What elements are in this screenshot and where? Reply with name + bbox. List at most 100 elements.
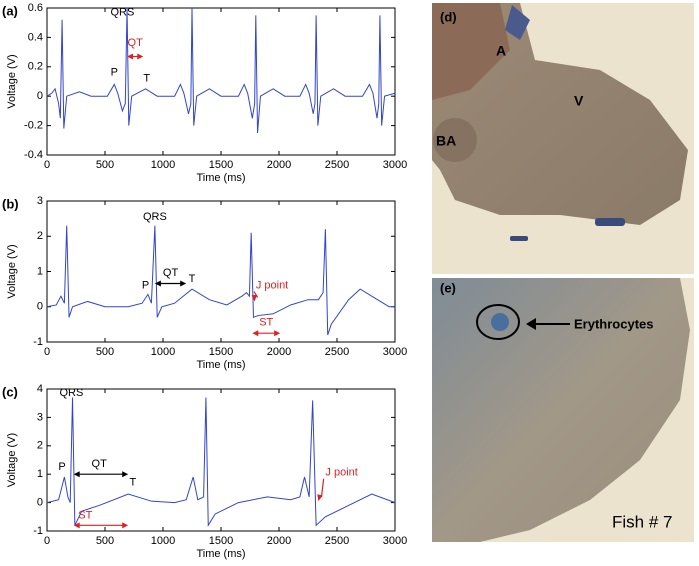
annotation: J point [325,467,357,479]
y-tick-label: 0.2 [28,61,43,73]
x-tick-label: 1500 [209,159,233,171]
y-tick-label: 1 [37,265,43,277]
erythrocyte-cluster [491,313,509,331]
ecg-trace [46,7,396,133]
y-tick-label: 3 [37,195,43,207]
annotation-arrow [320,478,325,498]
annotation: T [189,273,196,285]
arrow-head [180,280,187,287]
annotation: P [58,461,65,473]
x-tick-label: 500 [96,535,114,547]
stain-spot [595,218,625,226]
annotation: P [142,280,149,292]
annotation: T [143,72,150,84]
heart-tissue [432,278,690,542]
panel-label: (b) [2,196,19,211]
y-tick-label: 0 [37,90,43,102]
x-axis-label: Time (ms) [196,548,245,560]
x-tick-label: 1500 [209,535,233,547]
x-tick-label: 3000 [383,535,407,547]
y-tick-label: 0.4 [28,31,43,43]
image-label: Erythrocytes [574,316,653,331]
x-axis-label: Time (ms) [196,172,245,184]
annotation: QT [92,458,108,470]
arrow-head [526,318,536,330]
x-tick-label: 2000 [267,346,291,358]
annotation: P [111,67,118,79]
image-label: A [496,43,506,59]
x-tick-label: 2500 [325,159,349,171]
ecg-trace [46,225,395,336]
erythrocyte-circle [476,304,520,340]
y-axis-label: Voltage (V) [6,244,18,298]
image-label: BA [436,133,456,149]
x-tick-label: 1000 [151,159,175,171]
arrow-head [122,522,129,529]
image-label: V [574,93,584,109]
y-tick-label: 3 [37,411,43,423]
y-tick-label: -0.2 [24,120,43,132]
arrow-head [73,471,80,478]
panel-label: (a) [2,3,18,18]
arrow-head [154,280,161,287]
annotation: QRS [59,387,83,399]
y-axis-label: Voltage (V) [6,433,18,487]
y-tick-label: -1 [33,336,43,348]
x-tick-label: 500 [96,346,114,358]
panel-label: (c) [2,384,18,399]
image-label: Fish # 7 [612,512,672,531]
y-tick-label: 0 [37,301,43,313]
y-tick-label: -1 [33,525,43,537]
x-tick-label: 1500 [209,346,233,358]
stain-spot [505,5,530,40]
x-tick-label: 3000 [383,346,407,358]
y-tick-label: 2 [37,440,43,452]
panel-label: (d) [440,9,457,24]
y-tick-label: -0.4 [24,149,43,161]
arrow-head [73,522,80,529]
annotation-arrow [253,291,259,298]
ecg-trace [46,397,396,528]
annotation: J point [256,280,288,292]
x-tick-label: 500 [96,159,114,171]
y-axis-label: Voltage (V) [6,54,18,108]
y-tick-label: 0.6 [28,2,43,14]
arrow-head [317,494,323,502]
x-tick-label: 1000 [151,346,175,358]
panel-label: (e) [440,280,456,295]
annotation: QT [163,267,179,279]
x-tick-label: 2500 [325,346,349,358]
x-tick-label: 0 [44,535,50,547]
x-axis-label: Time (ms) [196,359,245,371]
arrow-head [251,294,257,302]
arrow-head [127,53,134,60]
plot-frame [46,7,396,156]
bulbus-tissue [433,118,477,162]
annotation: QRS [110,6,134,18]
arrow-head [122,471,129,478]
atrium-tissue [432,3,510,100]
y-tick-label: 4 [37,383,43,395]
x-tick-label: 0 [44,159,50,171]
y-tick-label: 2 [37,230,43,242]
x-tick-label: 2500 [325,535,349,547]
annotation: QT [128,37,144,49]
arrow-head [137,53,144,60]
y-tick-label: 0 [37,497,43,509]
annotation: T [129,477,136,489]
annotation: ST [78,509,92,521]
arrow-head [274,330,281,337]
y-tick-label: 1 [37,468,43,480]
x-tick-label: 1000 [151,535,175,547]
stain-spot [510,236,528,241]
arrow-head [252,330,259,337]
x-tick-label: 2000 [267,159,291,171]
annotation: QRS [143,211,167,223]
annotation: ST [259,317,273,329]
x-tick-label: 0 [44,346,50,358]
x-tick-label: 2000 [267,535,291,547]
plot-frame [46,200,396,343]
x-tick-label: 3000 [383,159,407,171]
